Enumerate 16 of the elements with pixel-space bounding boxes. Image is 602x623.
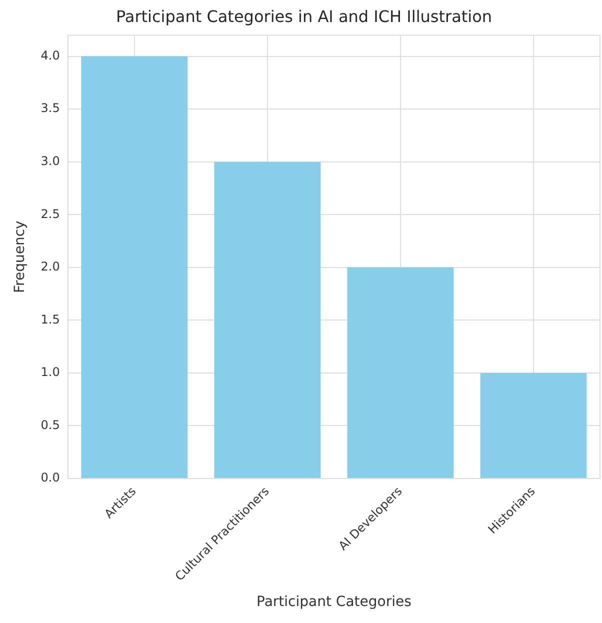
y-tick-label: 0.0 [40,470,60,485]
y-tick-label: 1.5 [40,312,60,326]
y-tick-label: 2.5 [40,206,60,221]
x-axis-title: Participant Categories [256,594,412,610]
bar [480,372,587,478]
y-tick-label: 2.0 [40,260,60,274]
bar [81,56,188,478]
y-tick-label: 3.0 [40,154,60,168]
bar [214,162,321,478]
y-axis-title: Frequency [12,220,28,294]
y-tick-label: 0.5 [40,418,60,432]
y-tick-label: 1.0 [40,365,60,380]
chart-title: Participant Categories in AI and ICH Illustration [116,6,492,26]
bar [347,267,454,478]
y-tick-label: 4.0 [40,48,60,62]
y-tick-label: 3.5 [40,101,60,116]
